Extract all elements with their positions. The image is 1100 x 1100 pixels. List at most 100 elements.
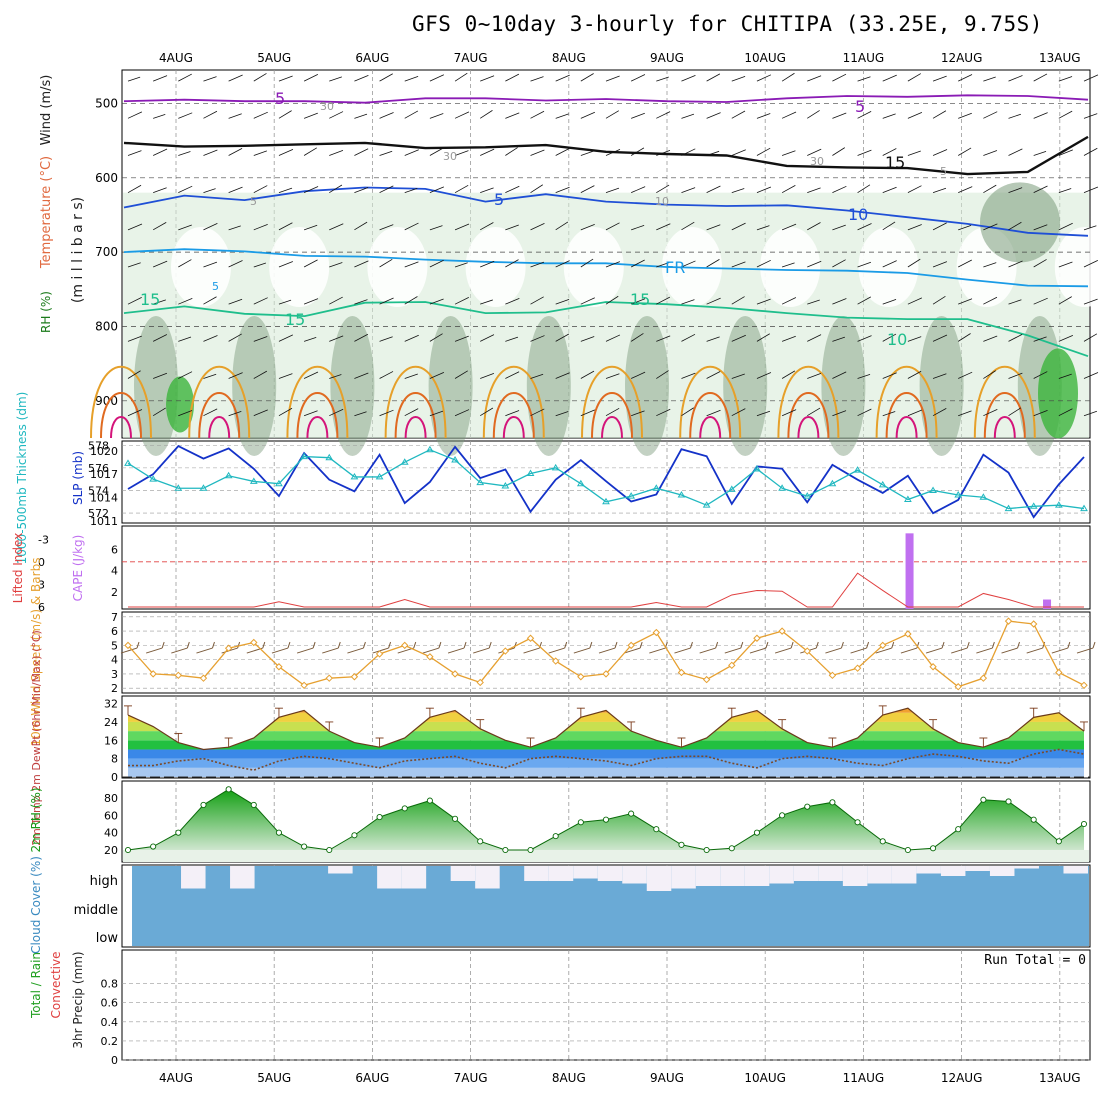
wind-barb <box>354 187 369 194</box>
wind-barb <box>379 336 393 342</box>
wind-barb <box>882 299 897 305</box>
surface-wind-barb <box>1001 647 1018 654</box>
wind-barb <box>832 185 847 194</box>
thickness-marker <box>1054 501 1063 508</box>
thickness-tick: 578 <box>88 439 109 452</box>
warm-contour <box>797 416 820 439</box>
wind-speed-marker <box>879 641 887 650</box>
high-cloud-gap <box>328 866 353 874</box>
wind-barb <box>605 261 621 268</box>
wind-barb <box>1008 260 1023 268</box>
surface-wind-barb <box>473 647 490 654</box>
wind-barb <box>480 299 493 305</box>
thickness-marker <box>174 484 183 491</box>
temp-tick: 32 <box>104 698 118 711</box>
wind-barb <box>178 410 193 417</box>
wind-barb <box>832 410 847 417</box>
wind-barb <box>228 113 242 119</box>
wind-barb <box>379 150 393 156</box>
wind-barb <box>505 259 519 268</box>
rh-marker <box>527 846 534 854</box>
surface-wind-barb <box>925 647 943 654</box>
wind-barb <box>454 223 470 231</box>
wind-barb <box>127 370 141 379</box>
wind-barb <box>278 75 293 82</box>
wind-barb <box>605 334 621 342</box>
wind-barb <box>983 296 998 305</box>
wind-barb <box>178 297 193 305</box>
surface-wind-barb <box>966 641 970 649</box>
wind-barb <box>706 150 720 156</box>
wind-barb <box>278 148 294 156</box>
wind-barb <box>379 409 394 417</box>
rh-marker <box>225 786 232 793</box>
wind-barb <box>781 72 795 82</box>
warm-contour <box>875 365 938 439</box>
warm-contour <box>306 416 329 439</box>
wind-barb <box>278 261 293 268</box>
cloud-panel: high middle low <box>74 866 1089 946</box>
wind-barb <box>605 110 619 119</box>
wind-barb <box>932 261 948 268</box>
wind-barb <box>832 259 846 268</box>
wind-barb <box>832 147 845 156</box>
warm-contour <box>296 392 339 439</box>
li-tick: -3 <box>38 533 49 546</box>
wind-barb <box>303 224 318 231</box>
wind-barb <box>1033 185 1048 194</box>
wind-barb <box>404 149 419 156</box>
surface-wind-barb <box>262 641 266 649</box>
high-cloud-gap <box>622 866 647 884</box>
wind-barb <box>631 112 645 119</box>
thickness-marker <box>954 491 963 498</box>
wind-barb <box>958 147 972 156</box>
wind-barb <box>454 150 469 156</box>
thickness-marker <box>476 478 485 486</box>
wind-barb <box>706 371 721 379</box>
temp-band <box>128 758 1084 768</box>
wind-speed-marker <box>702 675 711 684</box>
surface-wind-barb <box>951 647 968 654</box>
wind-barb <box>530 335 545 342</box>
thickness-marker <box>652 484 661 491</box>
wind-barb <box>681 372 696 379</box>
thickness-marker <box>929 486 937 493</box>
wind-barb <box>857 223 872 231</box>
wind-speed-marker <box>1080 681 1088 690</box>
bottom-day-label: 8AUG <box>552 1071 586 1085</box>
thickness-marker <box>149 475 158 482</box>
wind-barb <box>178 151 191 156</box>
wind-barb <box>152 407 166 417</box>
rh-marker <box>1055 838 1062 845</box>
rh-tick: 60 <box>104 809 118 822</box>
high-cloud-gap <box>475 866 500 889</box>
thickness-marker <box>249 477 258 484</box>
wind-barb <box>505 371 520 379</box>
wind-barb <box>807 187 821 194</box>
wind-barb <box>429 113 444 119</box>
surface-wind-barb <box>347 647 364 654</box>
thickness-marker <box>602 497 610 505</box>
contour-label: 5 <box>494 190 504 209</box>
high-cloud-gap <box>1063 866 1088 874</box>
wind-barb <box>429 410 444 417</box>
wind-barb <box>1008 407 1022 417</box>
temp-tick: 0 <box>111 771 118 784</box>
wind-barb <box>983 111 998 119</box>
wind-barb <box>379 297 394 305</box>
wind-barb <box>480 260 495 268</box>
wind-barb <box>203 408 218 417</box>
wind-speed-marker <box>954 683 962 691</box>
wind-barb <box>203 149 218 156</box>
surface-wind-barb <box>790 641 794 649</box>
rh-marker <box>779 812 786 819</box>
thickness-marker <box>979 493 988 500</box>
warm-contour <box>601 416 623 439</box>
wind-barb <box>278 187 293 194</box>
rh-marker <box>753 829 760 836</box>
wind-barb <box>253 370 268 379</box>
warm-contour <box>502 416 525 439</box>
wind-barb <box>228 148 243 156</box>
thickness-marker <box>199 484 208 491</box>
